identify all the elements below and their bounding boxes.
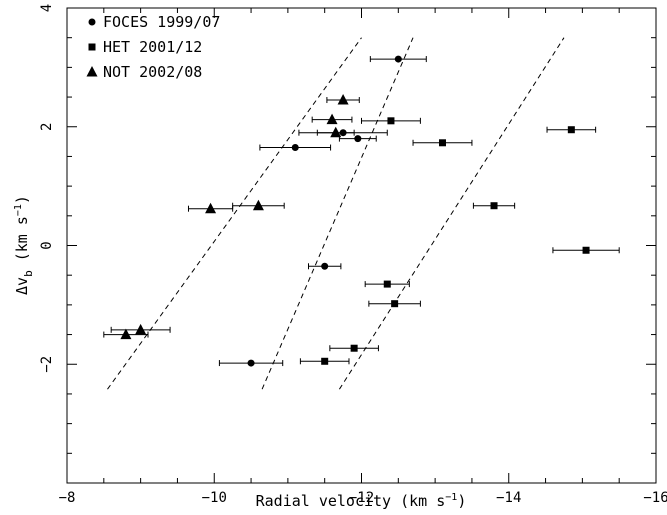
axis-ticks: −8 −10 −12 −14 −16 4 2 0 −2	[39, 4, 667, 506]
data-point-circle	[394, 55, 402, 63]
legend-label: HET 2001/12	[103, 38, 202, 56]
legend-label: NOT 2002/08	[103, 63, 202, 81]
data-points	[103, 55, 620, 367]
y-axis-title: Δvb (km s−1)	[13, 195, 35, 295]
fit-lines	[107, 37, 565, 390]
data-point-square	[582, 246, 590, 254]
data-point-square	[321, 357, 329, 365]
data-point-triangle	[205, 202, 217, 214]
legend-marker-triangle	[86, 66, 98, 77]
x-axis-title: Radial velocity (km s−1)	[256, 492, 467, 510]
data-point-triangle	[135, 323, 147, 335]
x-tick-label: −14	[496, 490, 521, 506]
data-point-triangle	[120, 328, 132, 340]
x-tick-label: −16	[643, 490, 667, 506]
data-point-circle	[321, 262, 329, 270]
data-point-circle	[354, 135, 362, 143]
x-tick-label: −12	[349, 490, 374, 506]
data-point-triangle	[337, 94, 349, 105]
data-point-square	[391, 300, 399, 308]
data-point-square	[350, 344, 358, 352]
data-point-square	[490, 202, 498, 210]
data-point-triangle	[330, 126, 342, 138]
data-point-square	[438, 139, 446, 147]
dashed-fit-line	[261, 37, 414, 390]
legend-label: FOCES 1999/07	[103, 13, 220, 31]
data-point-triangle	[252, 199, 264, 211]
data-point-circle	[247, 359, 255, 367]
data-point-triangle	[326, 113, 338, 125]
legend: FOCES 1999/07 HET 2001/12 NOT 2002/08	[86, 13, 220, 81]
dashed-fit-line	[338, 37, 565, 390]
y-tick-label: 4	[39, 4, 55, 12]
data-point-square	[567, 126, 575, 134]
data-point-circle	[291, 144, 299, 152]
legend-marker-circle	[88, 18, 96, 26]
x-tick-label: −8	[59, 490, 76, 506]
y-tick-label: 2	[39, 123, 55, 131]
y-tick-label: −2	[39, 356, 55, 373]
dashed-fit-line	[107, 37, 362, 390]
data-point-square	[387, 117, 395, 125]
y-tick-label: 0	[39, 241, 55, 249]
legend-marker-square	[88, 43, 96, 51]
data-point-square	[383, 280, 391, 288]
x-tick-label: −10	[202, 490, 227, 506]
